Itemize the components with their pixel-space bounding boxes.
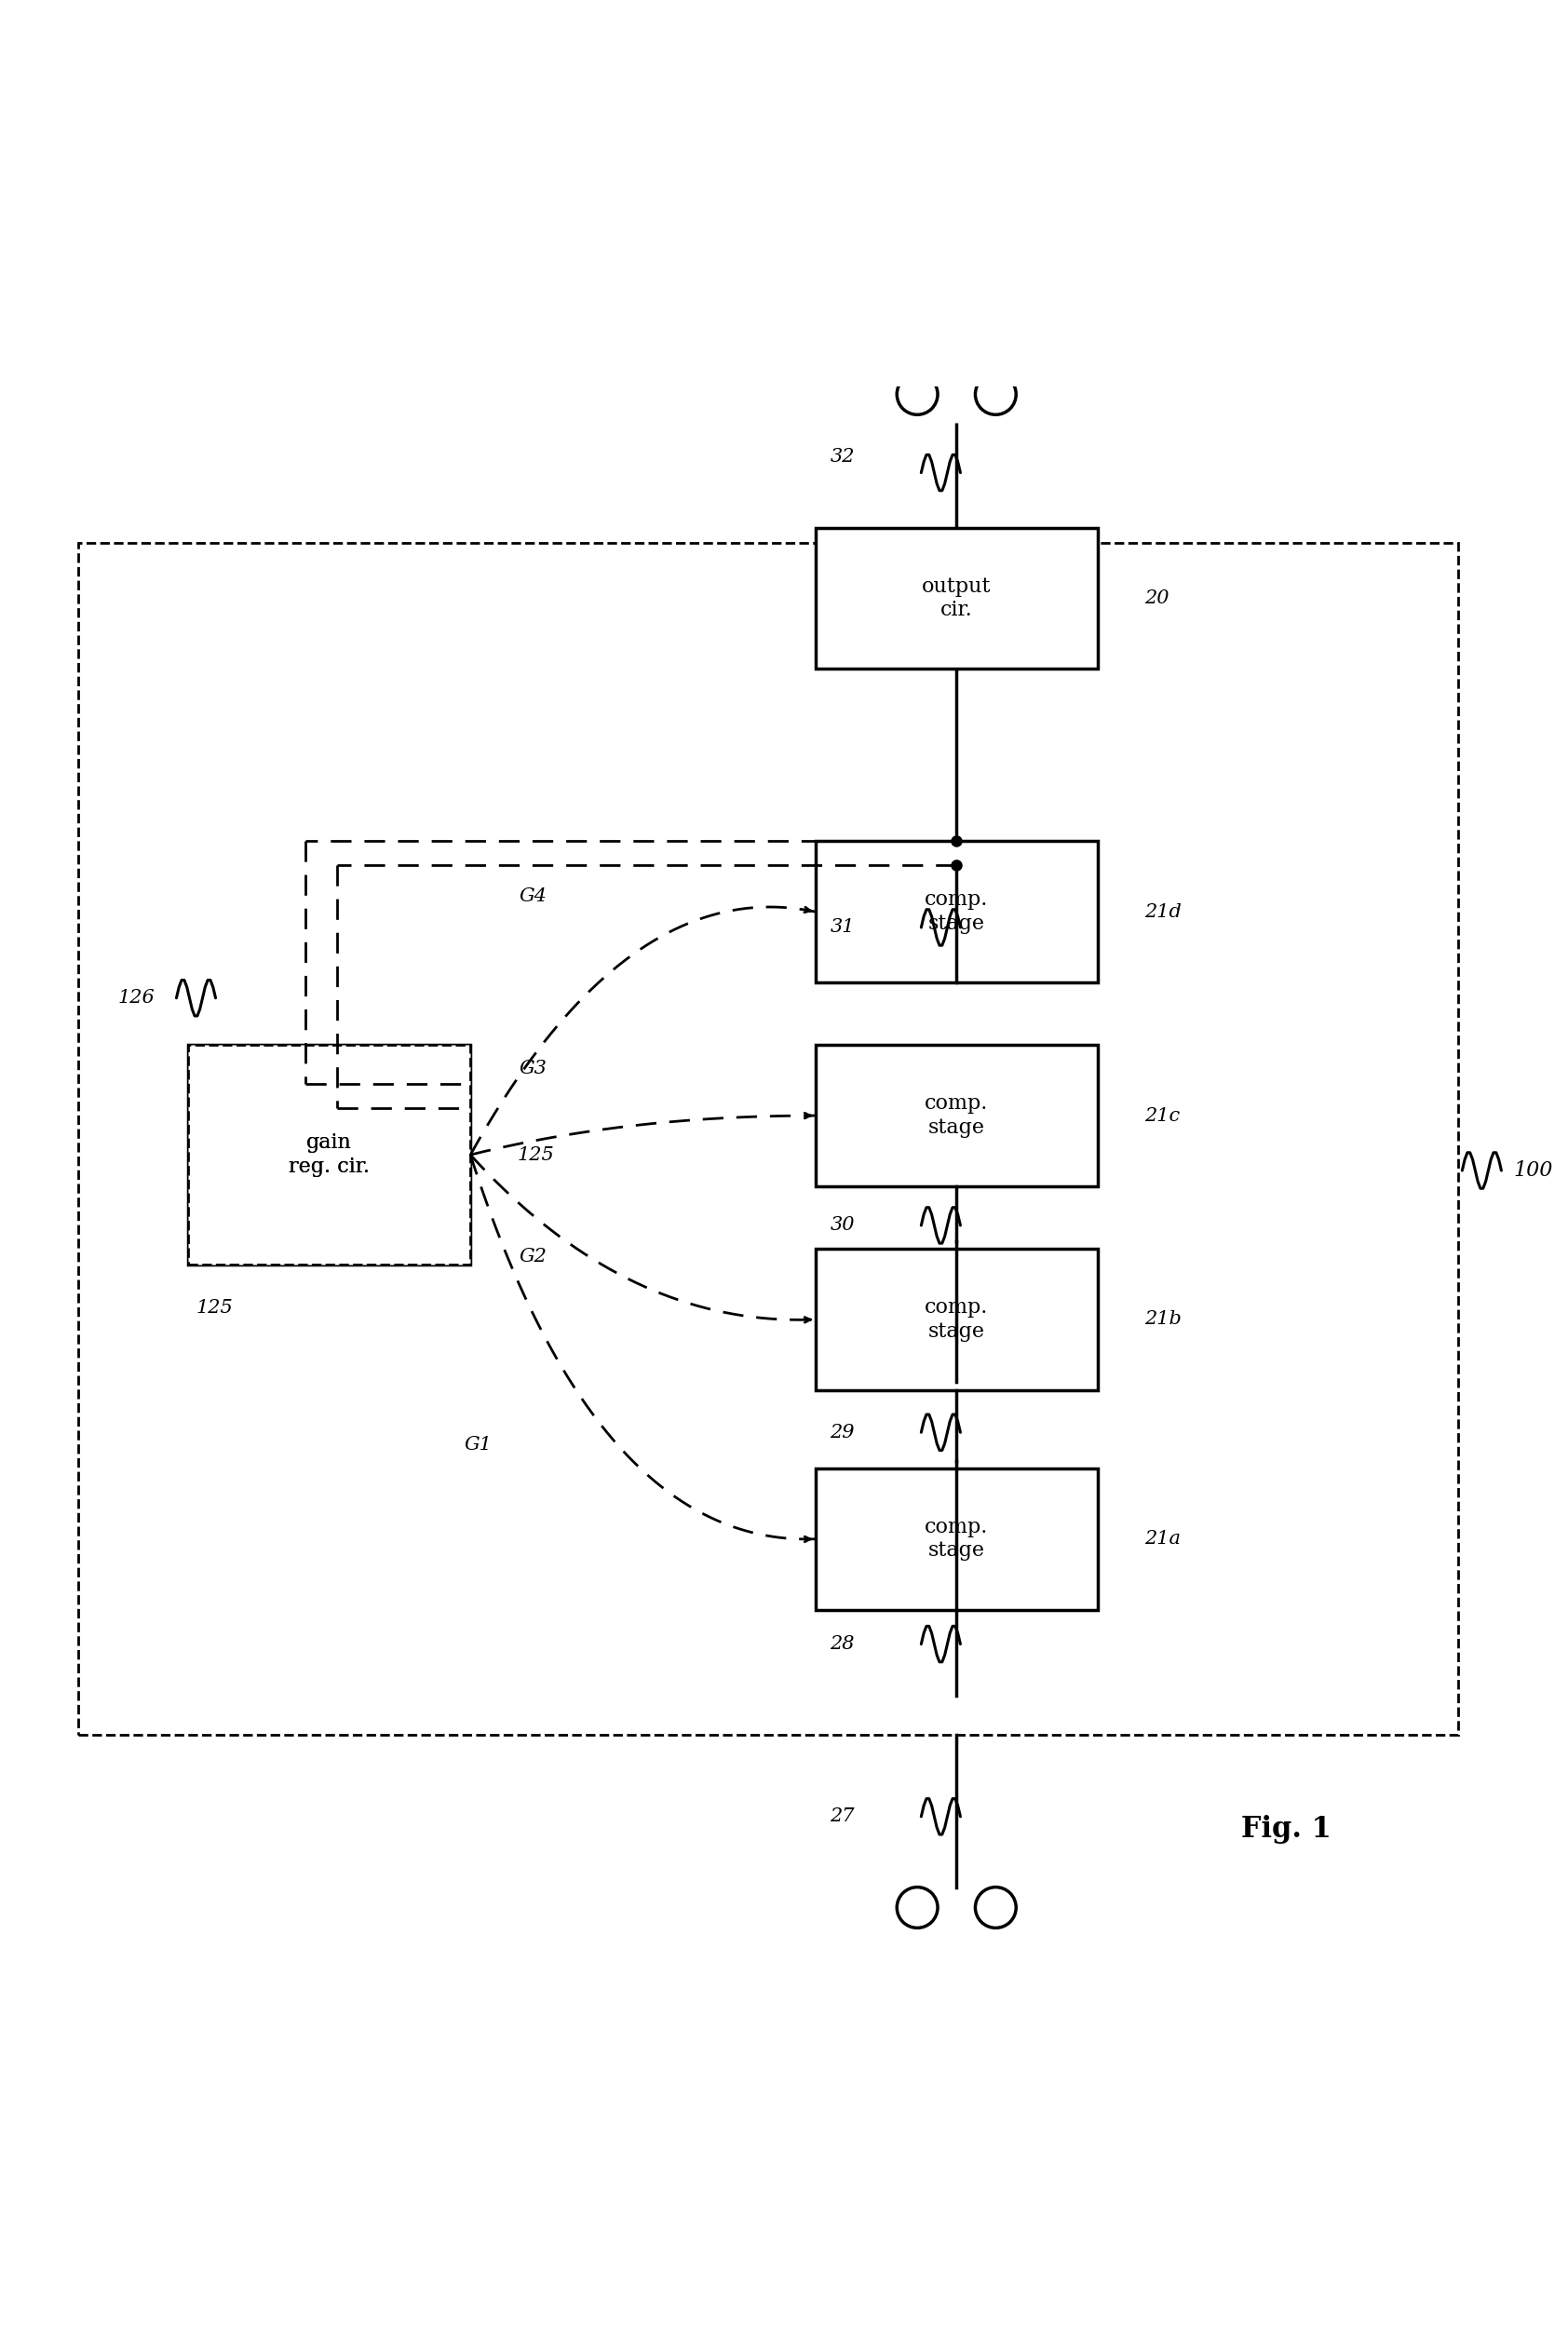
Text: G3: G3 bbox=[519, 1060, 547, 1077]
Text: 21b: 21b bbox=[1145, 1311, 1182, 1327]
Text: comp.
stage: comp. stage bbox=[925, 1297, 988, 1341]
Text: comp.
stage: comp. stage bbox=[925, 1517, 988, 1561]
FancyBboxPatch shape bbox=[188, 1044, 470, 1264]
Text: G2: G2 bbox=[519, 1248, 547, 1266]
Text: G1: G1 bbox=[464, 1435, 492, 1454]
Text: Fig. 1: Fig. 1 bbox=[1240, 1814, 1331, 1845]
FancyBboxPatch shape bbox=[815, 1044, 1098, 1187]
Text: gain
reg. cir.: gain reg. cir. bbox=[289, 1133, 370, 1178]
Text: 21d: 21d bbox=[1145, 904, 1182, 920]
Text: comp.
stage: comp. stage bbox=[925, 1093, 988, 1138]
Text: 30: 30 bbox=[829, 1217, 855, 1234]
Text: 21c: 21c bbox=[1145, 1107, 1181, 1124]
Text: 125: 125 bbox=[517, 1147, 555, 1163]
Text: gain
reg. cir.: gain reg. cir. bbox=[289, 1133, 370, 1178]
Text: 20: 20 bbox=[1145, 590, 1170, 606]
FancyBboxPatch shape bbox=[815, 1248, 1098, 1391]
Text: 32: 32 bbox=[829, 447, 855, 466]
Text: 29: 29 bbox=[829, 1423, 855, 1442]
Text: 31: 31 bbox=[829, 918, 855, 936]
FancyBboxPatch shape bbox=[815, 840, 1098, 983]
Text: output
cir.: output cir. bbox=[922, 576, 991, 620]
FancyBboxPatch shape bbox=[815, 1468, 1098, 1611]
Text: 100: 100 bbox=[1513, 1161, 1552, 1180]
Text: 21a: 21a bbox=[1145, 1531, 1181, 1547]
FancyBboxPatch shape bbox=[815, 527, 1098, 670]
FancyBboxPatch shape bbox=[188, 1044, 470, 1264]
Text: 27: 27 bbox=[829, 1807, 855, 1826]
Text: 126: 126 bbox=[118, 990, 155, 1007]
Text: G4: G4 bbox=[519, 887, 547, 906]
Text: comp.
stage: comp. stage bbox=[925, 890, 988, 934]
Text: 125: 125 bbox=[196, 1299, 234, 1316]
Text: 28: 28 bbox=[829, 1636, 855, 1653]
